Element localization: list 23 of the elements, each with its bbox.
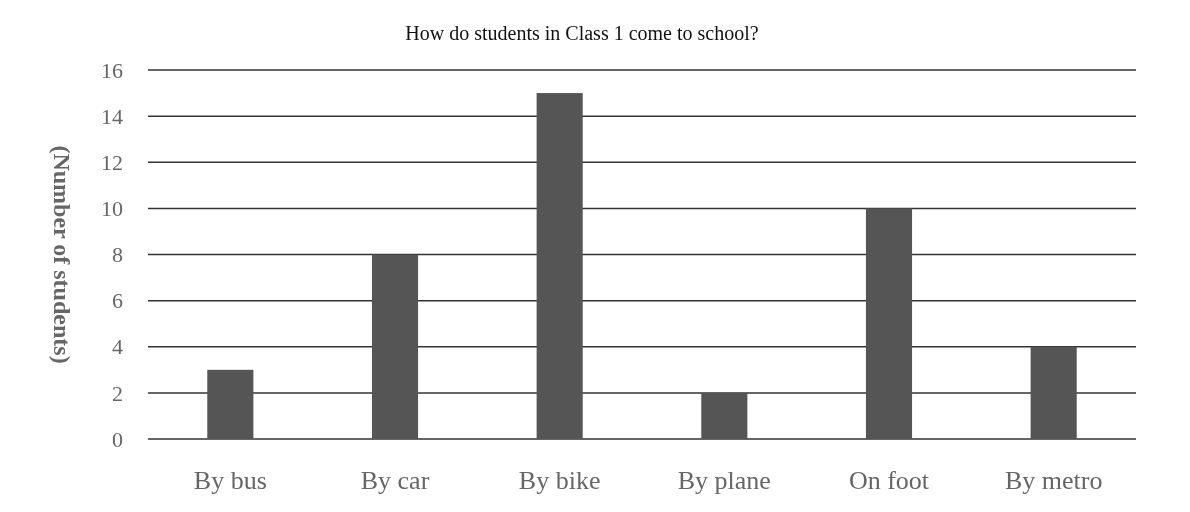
x-tick-label: By car bbox=[360, 466, 430, 495]
y-tick-label: 16 bbox=[101, 57, 123, 83]
x-tick-label: By bike bbox=[518, 466, 601, 495]
y-tick-label: 6 bbox=[112, 288, 123, 314]
x-tick-label: By bus bbox=[193, 466, 267, 495]
bar bbox=[371, 254, 419, 439]
y-tick-label: 10 bbox=[101, 196, 123, 222]
y-tick-label: 4 bbox=[112, 334, 123, 360]
bar bbox=[536, 93, 583, 439]
bar bbox=[701, 392, 748, 439]
bar bbox=[1030, 346, 1077, 439]
x-tick-label: By plane bbox=[677, 466, 771, 495]
bar bbox=[865, 208, 913, 439]
bar bbox=[207, 369, 254, 439]
y-axis-title: (Number of students) bbox=[49, 145, 75, 364]
x-tick-label: By metro bbox=[1004, 466, 1103, 495]
chart-title: How do students in Class 1 come to school? bbox=[405, 22, 759, 44]
y-tick-label: 8 bbox=[112, 242, 123, 268]
y-tick-label: 12 bbox=[101, 149, 123, 175]
x-tick-label: On foot bbox=[848, 466, 930, 495]
y-tick-label: 2 bbox=[112, 380, 123, 406]
y-tick-label: 0 bbox=[112, 426, 123, 452]
y-tick-label: 14 bbox=[101, 103, 123, 129]
